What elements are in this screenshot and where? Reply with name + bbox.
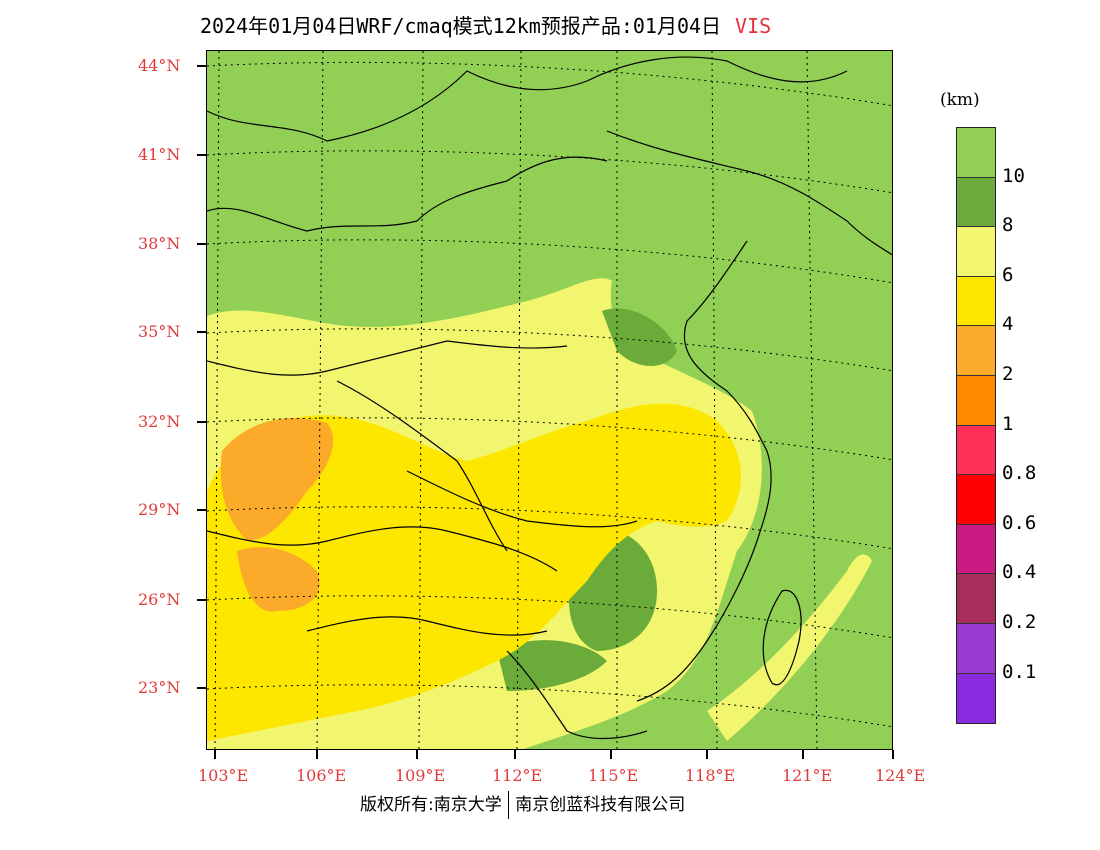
lon-tick <box>610 750 612 759</box>
legend-swatch <box>957 425 995 476</box>
lat-label-26: 26°N <box>138 590 181 609</box>
lon-label-109: 109°E <box>395 766 446 785</box>
credit-left: 版权所有:南京大学 <box>360 795 502 815</box>
lon-label-124: 124°E <box>875 766 926 785</box>
variable-label: VIS <box>735 14 772 38</box>
lat-label-35: 35°N <box>138 322 181 341</box>
legend-swatch <box>957 673 995 724</box>
copyright-credit: 版权所有:南京大学 南京创蓝科技有限公司 <box>360 790 685 819</box>
legend-label: 10 <box>1002 164 1025 187</box>
legend-label: 1 <box>1002 412 1014 435</box>
lon-tick <box>316 750 318 759</box>
lon-tick <box>706 750 708 759</box>
vis-zone-4-6 <box>207 403 741 741</box>
legend-label: 4 <box>1002 313 1014 336</box>
legend-swatch <box>957 574 995 624</box>
legend-swatch <box>957 375 995 426</box>
lat-tick <box>197 331 206 333</box>
lon-label-106: 106°E <box>296 766 347 785</box>
lat-tick <box>197 509 206 511</box>
legend-label: 8 <box>1002 214 1014 237</box>
map-title: 2024年01月04日WRF/cmaq模式12km预报产品:01月04日 VIS <box>200 10 771 39</box>
vis-zone-2-4-a <box>220 418 334 541</box>
lat-tick <box>197 687 206 689</box>
lat-label-23: 23°N <box>138 678 181 697</box>
lat-label-32: 32°N <box>138 412 181 431</box>
legend-swatch <box>957 524 995 575</box>
legend-label: 2 <box>1002 363 1014 385</box>
graticule <box>207 51 892 749</box>
lon-tick <box>214 750 216 759</box>
lat-tick <box>197 65 206 67</box>
lon-tick <box>802 750 804 759</box>
lat-label-38: 38°N <box>138 234 181 253</box>
legend-label: 0.6 <box>1002 511 1037 534</box>
lat-tick <box>197 599 206 601</box>
lat-tick <box>197 154 206 156</box>
vis-zone-8-10-c <box>602 308 677 366</box>
lat-label-44: 44°N <box>138 56 181 75</box>
legend-swatch <box>957 177 995 228</box>
legend-swatch <box>957 227 995 277</box>
credit-right: 南京创蓝科技有限公司 <box>515 795 686 815</box>
legend-swatch <box>957 276 995 327</box>
legend-label: 6 <box>1002 263 1014 286</box>
legend-swatch <box>957 128 995 178</box>
lat-label-29: 29°N <box>138 500 181 519</box>
lon-label-103: 103°E <box>198 766 249 785</box>
legend-label: 0.1 <box>1002 660 1037 683</box>
title-text: 2024年01月04日WRF/cmaq模式12km预报产品:01月04日 <box>200 14 722 38</box>
lat-tick <box>197 421 206 423</box>
vis-zone-coastal <box>707 554 872 741</box>
legend-swatch <box>957 623 995 674</box>
lat-tick <box>197 243 206 245</box>
forecast-map <box>206 50 893 750</box>
legend-label: 0.8 <box>1002 462 1037 485</box>
boundaries <box>207 56 892 740</box>
lon-label-112: 112°E <box>492 766 543 785</box>
taiwan-outline <box>762 589 802 686</box>
vis-zone-2-4-b <box>237 547 320 612</box>
lat-label-41: 41°N <box>138 145 181 164</box>
legend-swatch <box>957 475 995 525</box>
legend-unit: (km) <box>940 90 980 110</box>
color-legend <box>956 127 996 725</box>
lon-tick <box>892 750 894 759</box>
lon-tick <box>514 750 516 759</box>
lon-label-121: 121°E <box>782 766 833 785</box>
lon-tick <box>416 750 418 759</box>
legend-label: 0.4 <box>1002 561 1037 584</box>
map-canvas <box>207 51 892 749</box>
vis-zone-8-10-b <box>497 640 607 691</box>
legend-label: 0.2 <box>1002 611 1037 633</box>
lon-label-118: 118°E <box>685 766 736 785</box>
credit-separator <box>507 791 510 819</box>
lon-label-115: 115°E <box>588 766 639 785</box>
legend-swatch <box>957 326 995 376</box>
